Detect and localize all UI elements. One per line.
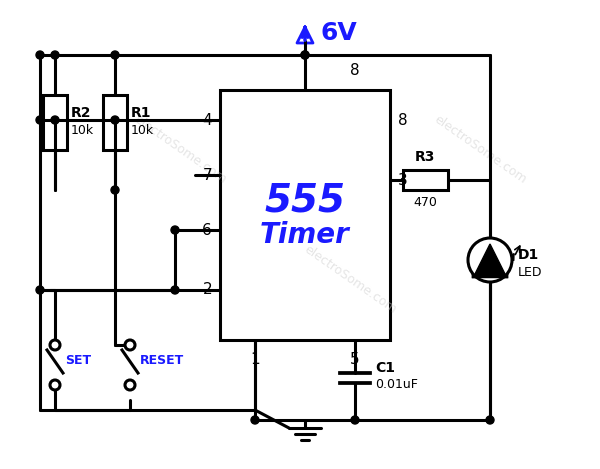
Text: D1: D1 bbox=[518, 248, 539, 262]
Text: C1: C1 bbox=[375, 361, 395, 375]
Circle shape bbox=[36, 51, 44, 59]
Circle shape bbox=[50, 340, 60, 350]
Text: 10k: 10k bbox=[71, 124, 94, 137]
Circle shape bbox=[111, 51, 119, 59]
Text: RESET: RESET bbox=[140, 354, 184, 366]
Circle shape bbox=[468, 238, 512, 282]
Text: R1: R1 bbox=[131, 106, 151, 120]
Circle shape bbox=[51, 116, 59, 124]
Circle shape bbox=[111, 186, 119, 194]
Text: 8: 8 bbox=[398, 113, 407, 128]
Circle shape bbox=[251, 416, 259, 424]
Text: electroSome.com: electroSome.com bbox=[431, 113, 529, 187]
Text: electroSome.com: electroSome.com bbox=[301, 243, 398, 317]
Circle shape bbox=[125, 380, 135, 390]
Text: SET: SET bbox=[65, 354, 91, 366]
Circle shape bbox=[301, 51, 309, 59]
Text: 3: 3 bbox=[398, 173, 408, 188]
Circle shape bbox=[125, 340, 135, 350]
Text: 4: 4 bbox=[202, 113, 212, 128]
Circle shape bbox=[351, 416, 359, 424]
Polygon shape bbox=[474, 244, 506, 276]
Text: Timer: Timer bbox=[260, 221, 350, 249]
Circle shape bbox=[36, 286, 44, 294]
Text: 10k: 10k bbox=[131, 124, 154, 137]
Circle shape bbox=[36, 116, 44, 124]
Text: 470: 470 bbox=[413, 196, 437, 209]
Text: 6V: 6V bbox=[320, 21, 357, 45]
Text: 1: 1 bbox=[250, 352, 260, 367]
Circle shape bbox=[50, 380, 60, 390]
Text: LED: LED bbox=[518, 265, 542, 279]
Bar bbox=[220, 90, 390, 340]
Text: 2: 2 bbox=[202, 282, 212, 297]
Circle shape bbox=[51, 51, 59, 59]
Bar bbox=[43, 95, 67, 150]
Circle shape bbox=[171, 226, 179, 234]
Polygon shape bbox=[474, 244, 506, 276]
Text: 6: 6 bbox=[202, 222, 212, 237]
Circle shape bbox=[111, 116, 119, 124]
Text: 555: 555 bbox=[265, 181, 346, 219]
Text: R3: R3 bbox=[415, 150, 435, 164]
Text: 8: 8 bbox=[350, 63, 360, 78]
Bar bbox=[103, 95, 127, 150]
Text: electroSome.com: electroSome.com bbox=[131, 113, 229, 187]
Bar bbox=[403, 170, 448, 190]
Text: 7: 7 bbox=[202, 167, 212, 182]
Circle shape bbox=[486, 416, 494, 424]
Text: R2: R2 bbox=[71, 106, 91, 120]
Text: 5: 5 bbox=[350, 352, 360, 367]
Circle shape bbox=[171, 286, 179, 294]
Text: 0.01uF: 0.01uF bbox=[375, 378, 418, 391]
Circle shape bbox=[301, 51, 309, 59]
